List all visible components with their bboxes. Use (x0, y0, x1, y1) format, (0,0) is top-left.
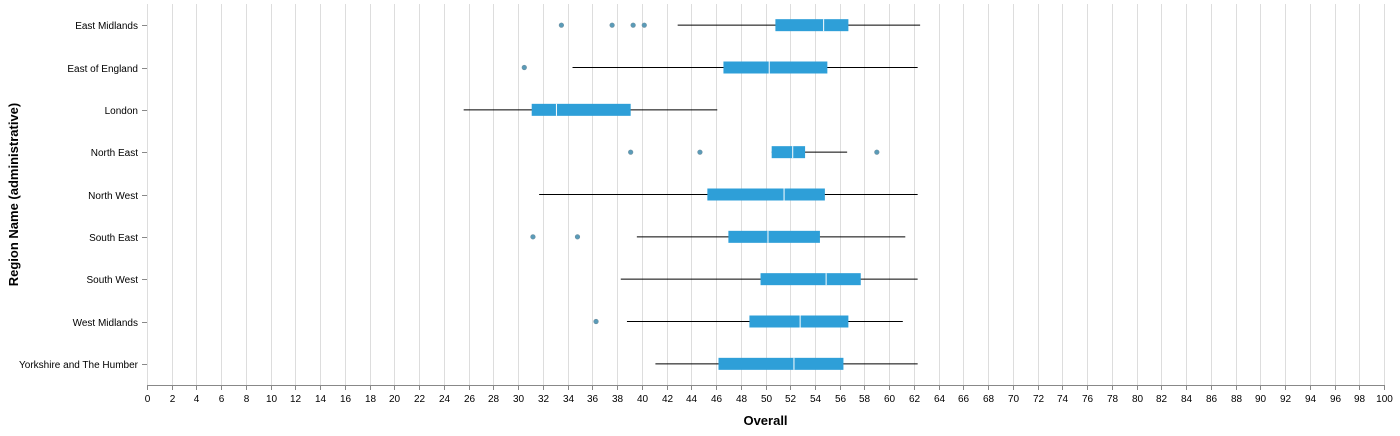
x-tick-label: 42 (662, 394, 674, 405)
y-tick-label: North East (91, 148, 138, 159)
box-group (593, 315, 903, 328)
x-tick-label: 26 (464, 394, 476, 405)
x-tick-label: 38 (612, 394, 624, 405)
x-tick-label: 44 (686, 394, 698, 405)
box-group (530, 230, 906, 243)
x-tick-label: 34 (563, 394, 575, 405)
x-tick-label: 56 (835, 394, 847, 405)
x-tick-label: 14 (315, 394, 327, 405)
outlier-point (630, 22, 636, 28)
x-tick-label: 12 (290, 394, 302, 405)
box-rect (723, 61, 828, 74)
x-tick-label: 68 (983, 394, 995, 405)
x-tick-label: 2 (170, 394, 176, 405)
x-axis-title: Overall (743, 413, 787, 428)
x-tick-label: 64 (934, 394, 946, 405)
x-tick-label: 24 (439, 394, 451, 405)
box-rect (531, 103, 631, 116)
x-tick-label: 48 (736, 394, 748, 405)
box-rect (728, 230, 820, 243)
x-tick-label: 0 (145, 394, 151, 405)
x-tick-label: 62 (909, 394, 921, 405)
x-tick-label: 94 (1305, 394, 1317, 405)
x-tick-label: 30 (513, 394, 525, 405)
box-rect (775, 19, 849, 32)
x-tick-label: 6 (219, 394, 225, 405)
x-tick-label: 22 (414, 394, 426, 405)
x-tick-label: 4 (194, 394, 200, 405)
outlier-point (641, 22, 647, 28)
x-tick-label: 70 (1008, 394, 1020, 405)
outlier-point (609, 22, 615, 28)
outlier-point (697, 149, 703, 155)
box-group (620, 273, 918, 286)
x-tick-label: 76 (1082, 394, 1094, 405)
box-group (521, 61, 918, 74)
y-tick-label: South East (89, 233, 138, 244)
box-group (628, 146, 880, 159)
box-rect (749, 315, 849, 328)
x-tick-label: 98 (1354, 394, 1366, 405)
box-rect (707, 188, 825, 201)
x-tick-label: 18 (365, 394, 377, 405)
x-tick-label: 20 (389, 394, 401, 405)
x-tick-label: 72 (1033, 394, 1045, 405)
y-tick-label: South West (86, 275, 138, 286)
x-tick-label: 66 (958, 394, 970, 405)
x-tick-label: 36 (587, 394, 599, 405)
x-tick-label: 32 (538, 394, 550, 405)
x-tick-label: 50 (761, 394, 773, 405)
x-tick-label: 80 (1132, 394, 1144, 405)
outlier-point (521, 64, 527, 71)
box-group (558, 19, 921, 32)
y-tick-label: Yorkshire and The Humber (19, 360, 139, 371)
y-tick-label: West Midlands (73, 318, 138, 329)
box-group (539, 188, 918, 201)
y-axis-title: Region Name (administrative) (6, 103, 21, 287)
x-tick-label: 16 (340, 394, 352, 405)
x-tick-label: 28 (488, 394, 500, 405)
box-group (463, 103, 718, 116)
outlier-point (628, 149, 634, 155)
outlier-point (874, 149, 880, 155)
x-axis: 0 2 4 6 8 10 12 14 16 18 20 22 24 26 28 30 32 34 36 38 40 42 4… (145, 385, 1393, 405)
outlier-point (574, 234, 581, 240)
x-tick-label: 8 (244, 394, 250, 405)
x-tick-label: 58 (859, 394, 871, 405)
box-group (655, 357, 918, 370)
outlier-point (593, 318, 599, 325)
x-tick-label: 96 (1330, 394, 1342, 405)
y-tick-label: East Midlands (75, 21, 138, 32)
x-tick-label: 60 (884, 394, 896, 405)
outlier-point (558, 22, 564, 28)
box-rect (771, 146, 806, 159)
x-tick-label: 84 (1181, 394, 1193, 405)
x-tick-label: 10 (266, 394, 278, 405)
box-rect (760, 273, 861, 286)
x-tick-label: 46 (711, 394, 723, 405)
y-tick-label: London (105, 106, 138, 117)
x-tick-label: 74 (1057, 394, 1069, 405)
x-tick-label: 52 (785, 394, 797, 405)
box-marks (463, 19, 921, 370)
x-tick-label: 92 (1280, 394, 1292, 405)
y-tick-label: North West (88, 191, 138, 202)
x-tick-label: 90 (1255, 394, 1267, 405)
outlier-point (530, 234, 536, 240)
y-axis: East Midlands East of England London North … (19, 21, 147, 371)
x-tick-label: 40 (637, 394, 649, 405)
x-tick-label: 78 (1107, 394, 1119, 405)
y-tick-label: East of England (67, 64, 138, 75)
x-tick-label: 86 (1206, 394, 1218, 405)
x-tick-label: 82 (1156, 394, 1168, 405)
x-tick-label: 100 (1376, 394, 1393, 405)
x-tick-label: 88 (1231, 394, 1243, 405)
x-tick-label: 54 (810, 394, 822, 405)
box-rect (718, 357, 844, 370)
